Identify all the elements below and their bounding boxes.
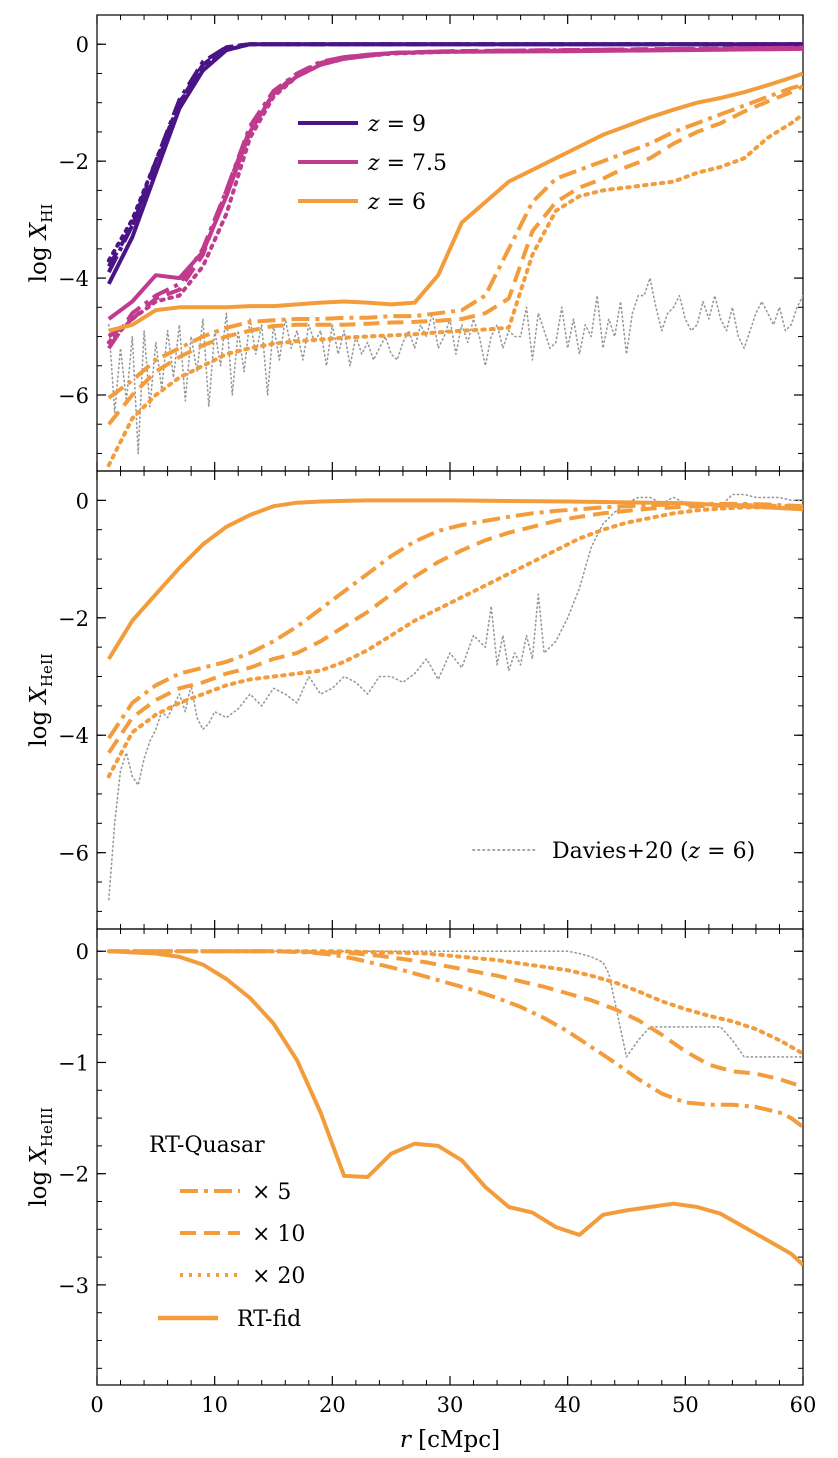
series-bottom-z6-x20 [106,949,803,1056]
legend-label-davies: Davies+20 (z = 6) [552,839,755,864]
panel-top-series [106,42,803,468]
series-middle-davies-dot [108,493,803,901]
legend-label-x5: × 5 [252,1180,291,1205]
series-top-z6-x20 [106,112,803,468]
legend-label-z6: z = 6 [367,190,426,215]
ytick-label-top: −2 [58,150,89,174]
xtick-label: 40 [554,1393,581,1417]
series-bottom-z6-x5 [108,949,803,1129]
panel-top-frame [96,14,804,472]
series-top-z75-solid [107,46,803,321]
panel-bottom-series [106,949,803,1267]
legend-redshift: z = 9 z = 7.5 z = 6 [298,112,447,215]
series-middle-z6-x20 [106,505,803,779]
series-middle-z6-x10 [107,503,803,754]
series-middle-z6-x5 [107,501,803,740]
xtick-label: 10 [201,1393,228,1417]
xtick-label: 20 [319,1393,346,1417]
series-top-z6-solid [108,71,803,333]
series-top-z75-x10 [107,45,803,339]
xtick-label: 60 [790,1393,817,1417]
y-axis-label-bottom: log XHeIII [26,1107,56,1206]
legend-title-rt-quasar: RT-Quasar [149,1133,265,1158]
series-top-z75-x5 [107,45,803,350]
ytick-label-bottom: −3 [58,1274,89,1298]
ytick-label-middle: −4 [58,724,89,748]
ytick-label-top: −6 [58,384,89,408]
series-top-z75-x20 [106,46,803,345]
legend-label-z9: z = 9 [367,112,426,137]
series-top-z9-x10 [107,42,803,268]
legend-label-rt-fid: RT-fid [237,1307,301,1332]
xtick-label: 50 [672,1393,699,1417]
ytick-label-bottom: −2 [58,1163,89,1187]
y-axis-label-top: log XHI [26,204,56,283]
series-middle-z6-solid [107,498,803,660]
ytick-label-bottom: 0 [76,940,89,964]
xtick-label: 30 [437,1393,464,1417]
xtick-label: 0 [90,1393,103,1417]
ytick-label-top: 0 [76,33,89,57]
series-bottom-z6-solid [108,949,803,1267]
legend-label-x10: × 10 [252,1222,305,1247]
legend-label-x20: × 20 [252,1264,305,1289]
ytick-label-middle: −2 [58,607,89,631]
x-axis-label: r [cMpc] [400,1427,500,1453]
y-axis-label-middle: log XHeII [26,653,56,747]
series-top-z6-x5 [107,83,803,400]
ytick-label-top: −4 [58,267,89,291]
legend-label-z75: z = 7.5 [367,151,447,176]
legend-davies: Davies+20 (z = 6) [472,839,755,864]
series-top-z9-x20 [106,42,803,263]
ytick-label-middle: −6 [58,842,89,866]
ytick-label-middle: 0 [76,489,89,513]
series-top-davies-dot [108,277,803,455]
legend-rt-quasar: RT-Quasar × 5 × 10 × 20 RT-fid [149,1133,305,1332]
panel-middle-series [106,493,803,901]
ytick-label-bottom: −1 [58,1051,89,1075]
series-top-z6-x10 [107,84,803,426]
axis-ticks: 0 −2 −4 −6 0 −2 −4 −6 0 −1 −2 −3 0 10 20 30 40 50 60 [58,14,817,1417]
